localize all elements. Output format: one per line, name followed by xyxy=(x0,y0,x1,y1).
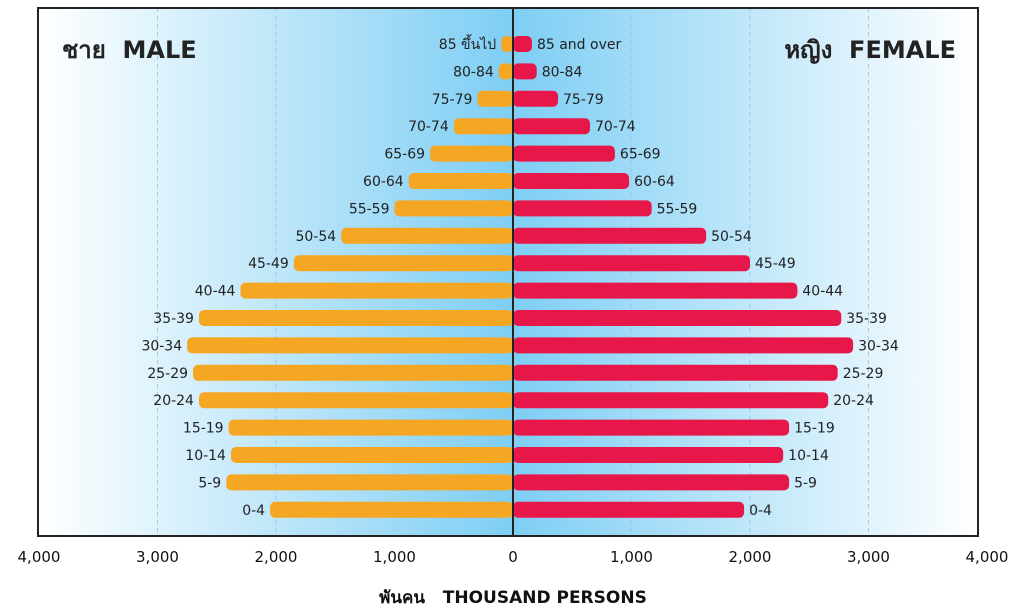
female-bar xyxy=(513,200,652,217)
female-age-label: 40-44 xyxy=(802,284,843,300)
female-bar xyxy=(513,310,842,326)
male-bar xyxy=(293,255,513,272)
male-bar xyxy=(341,227,513,244)
female-bar xyxy=(513,63,537,80)
female-bar xyxy=(513,118,591,135)
male-age-label: 15-19 xyxy=(183,421,224,437)
x-tick-label: 2,000 xyxy=(729,548,772,566)
female-bar xyxy=(513,337,854,354)
female-age-label: 80-84 xyxy=(542,64,583,80)
male-age-label: 5-9 xyxy=(198,475,221,491)
female-bar xyxy=(513,173,630,189)
female-age-label: 15-19 xyxy=(794,421,835,437)
male-bar xyxy=(453,118,513,135)
male-age-label: 25-29 xyxy=(147,366,188,382)
male-age-label: 60-64 xyxy=(363,174,404,190)
female-age-label: 30-34 xyxy=(858,338,899,354)
female-bar xyxy=(513,364,838,381)
female-age-label: 75-79 xyxy=(563,92,604,108)
female-age-label: 55-59 xyxy=(657,201,698,217)
male-bar xyxy=(501,36,513,52)
female-label: หญิง FEMALE xyxy=(784,36,956,64)
female-age-label: 25-29 xyxy=(843,366,884,382)
x-axis-ticks: 4,000 3,000 2,000 1,000 0 1,000 2,000 3,000 4,00… xyxy=(18,548,1009,566)
female-bar xyxy=(513,474,790,491)
x-tick-label: 1,000 xyxy=(373,548,416,566)
x-axis-title: พันคน THOUSAND PERSONS xyxy=(379,588,647,608)
male-age-label: 45-49 xyxy=(248,256,289,272)
female-age-label: 45-49 xyxy=(755,256,796,272)
male-age-label: 55-59 xyxy=(349,201,390,217)
x-tick-label: 3,000 xyxy=(847,548,890,566)
female-bar xyxy=(513,447,784,463)
female-bar xyxy=(513,90,559,107)
x-tick-label: 2,000 xyxy=(255,548,298,566)
x-tick-label: 4,000 xyxy=(18,548,61,566)
male-age-label: 35-39 xyxy=(153,311,194,327)
x-tick-label: 3,000 xyxy=(136,548,179,566)
female-age-label: 60-64 xyxy=(634,174,675,190)
bars xyxy=(187,36,854,518)
male-bar xyxy=(198,392,513,409)
age-labels: 85 ขึ้นไป 85 and over 80-84 80-84 75-79 75-79… xyxy=(141,34,898,519)
male-age-label: 50-54 xyxy=(295,229,336,245)
male-age-label: 75-79 xyxy=(432,92,473,108)
female-bar xyxy=(513,419,790,436)
male-bar xyxy=(230,447,513,463)
male-age-label: 20-24 xyxy=(153,393,194,409)
female-age-label: 85 and over xyxy=(537,37,622,53)
male-age-label: 65-69 xyxy=(384,147,425,163)
male-bar xyxy=(498,63,513,80)
female-age-label: 10-14 xyxy=(788,448,829,464)
male-bar xyxy=(477,90,513,107)
male-age-label: 0-4 xyxy=(242,503,265,519)
male-bar xyxy=(228,419,513,436)
female-bar xyxy=(513,227,707,244)
female-age-label: 70-74 xyxy=(595,119,636,135)
male-bar xyxy=(430,145,513,162)
female-age-label: 65-69 xyxy=(620,147,661,163)
male-age-label: 30-34 xyxy=(141,338,182,354)
female-age-label: 50-54 xyxy=(711,229,752,245)
male-label: ชาย MALE xyxy=(62,36,197,64)
female-age-label: 5-9 xyxy=(794,475,817,491)
female-age-label: 0-4 xyxy=(749,503,772,519)
male-bar xyxy=(226,474,514,491)
male-age-label: 80-84 xyxy=(453,64,494,80)
plot-frame xyxy=(37,7,979,537)
female-bar xyxy=(513,145,615,162)
male-bar xyxy=(240,282,513,299)
male-bar xyxy=(193,364,514,381)
female-bar xyxy=(513,36,532,52)
female-age-label: 35-39 xyxy=(846,311,887,327)
female-bar xyxy=(513,282,798,299)
female-bar xyxy=(513,501,745,518)
male-age-label: 85 ขึ้นไป xyxy=(439,34,496,53)
male-bar xyxy=(408,173,513,189)
x-tick-label: 4,000 xyxy=(966,548,1009,566)
female-bar xyxy=(513,392,829,409)
male-bar xyxy=(270,501,513,518)
x-tick-label: 0 xyxy=(508,548,518,566)
male-bar xyxy=(394,200,513,217)
male-age-label: 10-14 xyxy=(185,448,226,464)
male-age-label: 40-44 xyxy=(195,284,236,300)
female-age-label: 20-24 xyxy=(833,393,874,409)
male-age-label: 70-74 xyxy=(408,119,449,135)
female-bar xyxy=(513,255,750,272)
male-bar xyxy=(198,310,513,326)
x-tick-label: 1,000 xyxy=(610,548,653,566)
male-bar xyxy=(187,337,513,354)
